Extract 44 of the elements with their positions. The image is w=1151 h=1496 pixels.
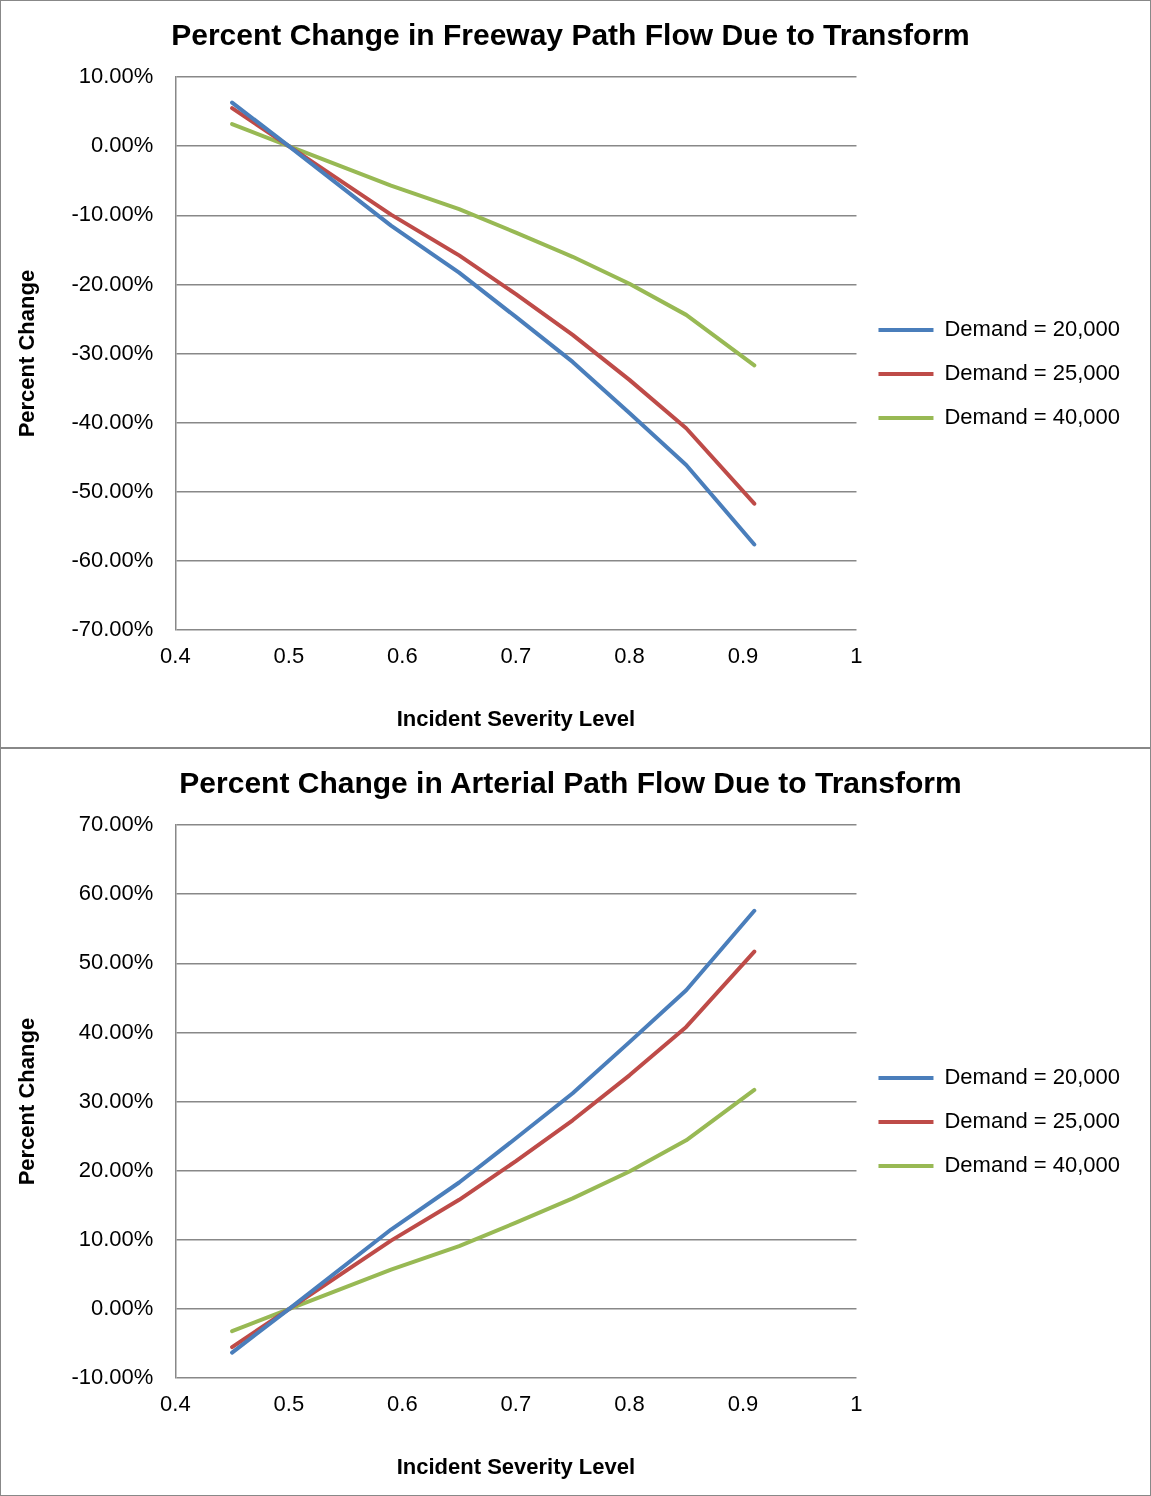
y-axis-title: Percent Change (14, 269, 40, 438)
x-tick-label: 1 (850, 1391, 863, 1417)
y-tick-label: 30.00% (78, 1087, 154, 1113)
chart-title: Percent Change in Freeway Path Flow Due to Transform (171, 18, 970, 52)
x-tick-label: 0.4 (160, 643, 191, 669)
x-tick-label: 0.7 (500, 643, 532, 669)
x-tick-label: 0.6 (387, 643, 418, 669)
y-tick-label: 50.00% (78, 949, 154, 975)
y-tick-label: 60.00% (78, 880, 154, 906)
x-tick-label: 0.5 (273, 643, 305, 669)
y-tick-label: 0.00% (90, 1295, 154, 1321)
y-tick-label: -10.00% (71, 1364, 154, 1390)
x-tick-label: 0.6 (387, 1391, 418, 1417)
x-tick-label: 0.8 (614, 643, 645, 669)
legend-label: Demand = 25,000 (944, 1108, 1121, 1134)
y-tick-label: -50.00% (71, 477, 154, 503)
x-axis-title: Incident Severity Level (396, 705, 636, 731)
legend-label: Demand = 20,000 (944, 1064, 1121, 1090)
x-tick-label: 0.9 (727, 1391, 759, 1417)
y-tick-label: 20.00% (78, 1156, 154, 1182)
x-tick-label: 1 (850, 643, 863, 669)
y-tick-label: 10.00% (78, 1225, 154, 1251)
x-tick-label: 0.7 (500, 1391, 532, 1417)
y-tick-label: -60.00% (71, 547, 154, 573)
y-tick-label: -10.00% (71, 201, 154, 227)
legend-label: Demand = 40,000 (944, 1152, 1121, 1178)
x-tick-label: 0.9 (727, 643, 759, 669)
y-tick-label: -40.00% (71, 408, 154, 434)
y-tick-label: 70.00% (78, 811, 154, 837)
x-tick-label: 0.8 (614, 1391, 645, 1417)
y-tick-label: -30.00% (71, 339, 154, 365)
y-tick-label: -70.00% (71, 616, 154, 642)
y-tick-label: 10.00% (78, 63, 154, 89)
legend-label: Demand = 20,000 (944, 316, 1121, 342)
x-tick-label: 0.5 (273, 1391, 305, 1417)
x-axis-title: Incident Severity Level (396, 1453, 636, 1479)
y-tick-label: 40.00% (78, 1018, 154, 1044)
legend-label: Demand = 25,000 (944, 360, 1121, 386)
y-axis-title: Percent Change (14, 1017, 40, 1186)
y-tick-label: -20.00% (71, 270, 154, 296)
legend-label: Demand = 40,000 (944, 404, 1121, 430)
y-tick-label: 0.00% (90, 132, 154, 158)
x-tick-label: 0.4 (160, 1391, 191, 1417)
chart-title: Percent Change in Arterial Path Flow Due to Transform (179, 766, 962, 800)
